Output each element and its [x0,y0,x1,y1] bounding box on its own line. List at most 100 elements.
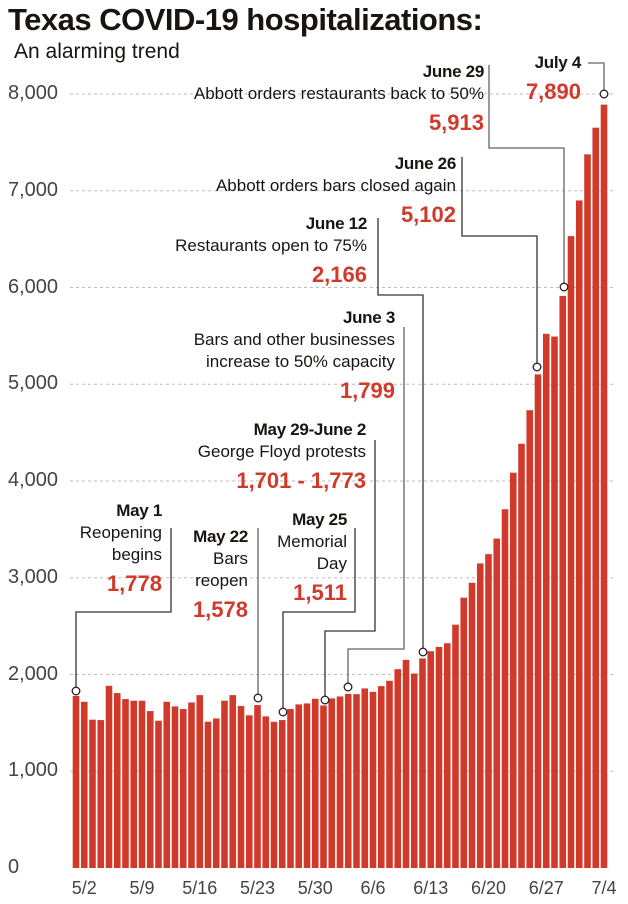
bar [245,715,253,868]
bar [204,721,212,868]
bar [369,691,377,868]
bar [402,659,410,868]
leader-line-may-25 [282,528,356,708]
annotation-text: Bars and other businesses [193,330,395,349]
bar [526,410,534,868]
bar [419,658,426,868]
bar [122,699,129,868]
leader-line-july-4 [588,62,605,90]
bar [435,646,443,868]
annotation-date: May 25 [292,510,347,529]
annotation-value: 1,701 - 1,773 [236,468,366,493]
bar [534,374,542,868]
bar [270,721,278,868]
leader-line-june-29 [488,65,565,283]
bar [592,127,600,868]
annotation-value: 5,913 [428,110,484,135]
annotation-value: 1,778 [106,571,162,596]
x-tick-label: 5/2 [71,878,97,898]
bar [443,643,451,868]
bar [493,538,501,868]
bar [311,698,319,868]
annotation-text: begins [111,545,162,564]
bar [221,700,228,868]
bar [188,702,195,868]
chart-title: Texas COVID-19 hospitalizations: [8,2,483,37]
annotation-date: May 22 [193,527,248,546]
bar [113,693,121,868]
x-tick-label: 7/4 [591,878,617,898]
bar [196,695,204,868]
bar [138,700,146,868]
bar [320,705,327,868]
bar [89,719,96,868]
bar [427,651,435,868]
y-tick-label: 6,000 [8,275,59,298]
leader-line-june-26 [461,157,538,363]
annotation-text: Reopening [79,523,162,542]
marker-june-26 [532,362,542,372]
annotation-text: increase to 50% capacity [206,352,395,371]
annotation-value: 1,578 [192,597,248,622]
bar [171,706,179,868]
bar [130,700,138,868]
y-tick-label: 1,000 [8,759,59,782]
annotation-text: Abbott orders restaurants back to 50% [193,84,484,103]
annotation-text: Memorial [277,532,347,551]
bar [460,597,468,868]
marker-july-4 [599,89,609,99]
annotation-value: 5,102 [400,202,456,227]
bar [163,701,171,868]
bar [509,472,517,868]
annotation-date: June 12 [305,214,368,233]
annotation-text: reopen [195,571,248,590]
bar [328,698,336,868]
x-tick-label: 6/6 [360,878,386,898]
leader-line-may-29 [324,440,376,696]
bar [501,509,509,868]
y-tick-label: 8,000 [8,82,59,104]
leader-line-june-3 [347,327,405,683]
annotation-text: George Floyd protests [197,442,366,461]
annotation-date: June 29 [422,62,485,81]
leader-line-june-12 [377,218,424,648]
bar [295,704,303,868]
bar [361,688,369,868]
bar [394,669,402,868]
bar [146,711,154,868]
bar [80,701,88,868]
bar [485,554,492,868]
bar [410,673,418,868]
bar [105,685,113,868]
chart-subtitle: An alarming trend [14,40,180,63]
annotation-text: Abbott orders bars closed again [215,176,456,195]
annotation-date: May 1 [116,501,162,520]
y-tick-label: 7,000 [8,178,59,201]
annotation-date: July 4 [534,53,582,72]
bar [262,716,270,868]
marker-june-29 [559,282,569,292]
annotation-may-25: May 25 Memorial Day 1,511 [277,509,347,607]
marker-may-1 [71,686,81,696]
marker-june-3 [343,682,353,692]
bar [155,720,162,868]
x-tick-label: 6/27 [528,878,564,898]
annotation-may-1: May 1 Reopening begins 1,778 [79,500,163,598]
annotation-july-4: July 4 7,890 [526,52,581,106]
bar [452,624,459,868]
bar [237,706,245,868]
bar [542,333,550,868]
x-tick-label: 5/23 [239,878,276,898]
leader-line-may-1 [75,528,172,687]
marker-june-12 [418,647,428,657]
annotation-date: June 3 [342,308,395,327]
annotation-value: 1,799 [339,378,395,403]
annotation-date: May 29-June 2 [253,420,367,439]
bar [179,709,187,868]
bar [518,443,525,868]
x-tick-label: 5/30 [297,878,333,898]
bar [254,705,261,868]
annotation-june-12: June 12 Restaurants open to 75% 2,166 [175,213,367,289]
bar [377,686,385,868]
